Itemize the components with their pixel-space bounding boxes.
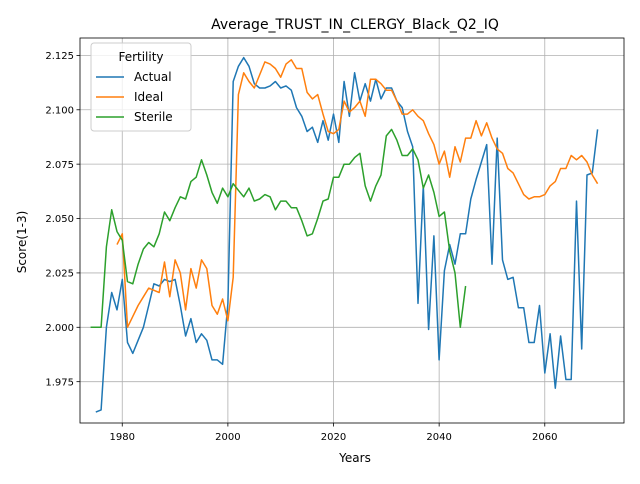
axes: 1980 2000 2020 2040 2060 1.975 2.000 2.025 2.050… xyxy=(45,37,625,443)
series-line-sterile xyxy=(90,128,467,329)
x-axis-label: Years xyxy=(338,451,371,465)
x-tick-label: 2040 xyxy=(426,432,451,443)
y-tick-label: 1.975 xyxy=(45,377,74,388)
plot-frame xyxy=(79,37,625,424)
x-tick-label: 2060 xyxy=(532,432,557,443)
y-tick-label: 2.050 xyxy=(45,214,74,225)
chart-title: Average_TRUST_IN_CLERGY_Black_Q2_IQ xyxy=(211,17,499,33)
y-tick-label: 2.125 xyxy=(45,51,74,62)
legend-title: Fertility xyxy=(118,50,163,64)
x-tick-label: 2020 xyxy=(321,432,346,443)
legend-label-sterile: Sterile xyxy=(134,110,173,124)
y-axis-label: Score(1-3) xyxy=(15,211,29,274)
x-tick-label: 1980 xyxy=(110,432,135,443)
legend: Fertility Actual Ideal Sterile xyxy=(90,42,192,132)
series-line-ideal xyxy=(116,59,599,329)
legend-frame xyxy=(90,42,192,132)
legend-label-ideal: Ideal xyxy=(134,90,163,104)
legend-label-actual: Actual xyxy=(134,70,172,84)
series-line-actual xyxy=(95,56,599,413)
y-tick-label: 2.075 xyxy=(45,160,74,171)
y-tick-label: 2.000 xyxy=(45,323,74,334)
y-tick-label: 2.025 xyxy=(45,269,74,280)
y-tick-label: 2.100 xyxy=(45,105,74,116)
series-lines xyxy=(90,56,599,413)
x-tick-label: 2000 xyxy=(215,432,240,443)
